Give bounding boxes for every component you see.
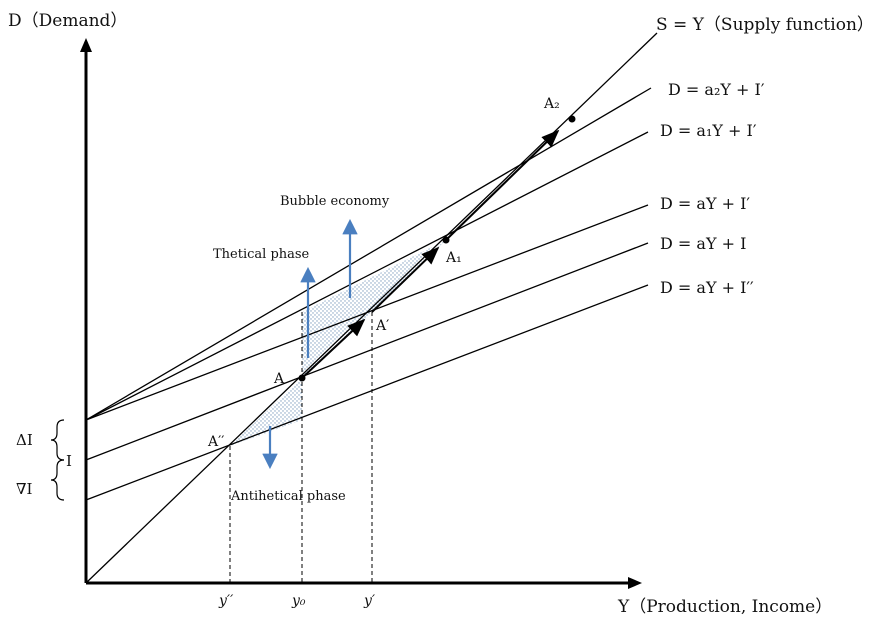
demand-a-idoubleprime-line — [85, 284, 649, 501]
y-axis-label: D（Demand） — [8, 11, 127, 31]
supply-line — [85, 32, 658, 584]
path-arrow-aprime-to-a1 — [371, 246, 440, 313]
thetical-phase-label: Thetical phase — [213, 247, 310, 262]
point-a2-label: A₂ — [543, 96, 560, 112]
thetical-shaded-region — [302, 240, 446, 312]
demand-a1-line — [85, 131, 649, 421]
point-a-label: A — [273, 371, 285, 387]
demand-a-i-label: D = aY + I — [660, 234, 746, 253]
x-axis-arrowhead — [628, 577, 642, 589]
point-a1-dot — [442, 236, 450, 244]
supply-function-label: S = Y（Supply function） — [656, 15, 874, 35]
x-axis-label: Y（Production, Income） — [617, 597, 832, 617]
nabla-i-label: ∇I — [16, 480, 32, 498]
antithetical-phase-label: Antihetical phase — [230, 489, 346, 504]
demand-a-i-line — [85, 242, 649, 461]
path-arrow-a1-to-a2 — [445, 129, 560, 241]
y-axis-arrowhead — [80, 38, 92, 52]
x-tick-y-prime: y′ — [363, 593, 376, 609]
point-a-doubleprime-label: A′′ — [207, 434, 224, 450]
point-a1-label: A₁ — [445, 250, 462, 266]
x-tick-y0: y₀ — [291, 593, 306, 609]
path-arrow-a-to-aprime — [301, 318, 366, 379]
demand-a2-label: D = a₂Y + I′ — [668, 80, 765, 99]
demand-a1-label: D = a₁Y + I′ — [660, 121, 757, 140]
demand-a2-line — [85, 87, 652, 421]
delta-i-label: ΔI — [16, 431, 33, 449]
point-a-prime-label: A′ — [375, 318, 389, 334]
demand-a-iprime-label: D = aY + I′ — [660, 194, 750, 213]
point-a-dot — [298, 374, 306, 382]
bubble-economy-label: Bubble economy — [280, 194, 390, 209]
x-tick-y-doubleprime: y′′ — [218, 593, 234, 609]
nabla-i-brace — [50, 459, 65, 501]
demand-a-idoubleprime-label: D = aY + I′′ — [660, 278, 754, 297]
i-label: I — [66, 452, 72, 470]
point-a2-dot — [568, 115, 576, 123]
antithetical-shaded-region — [230, 378, 302, 446]
demand-a-iprime-line — [85, 204, 649, 421]
delta-i-brace — [50, 419, 65, 461]
